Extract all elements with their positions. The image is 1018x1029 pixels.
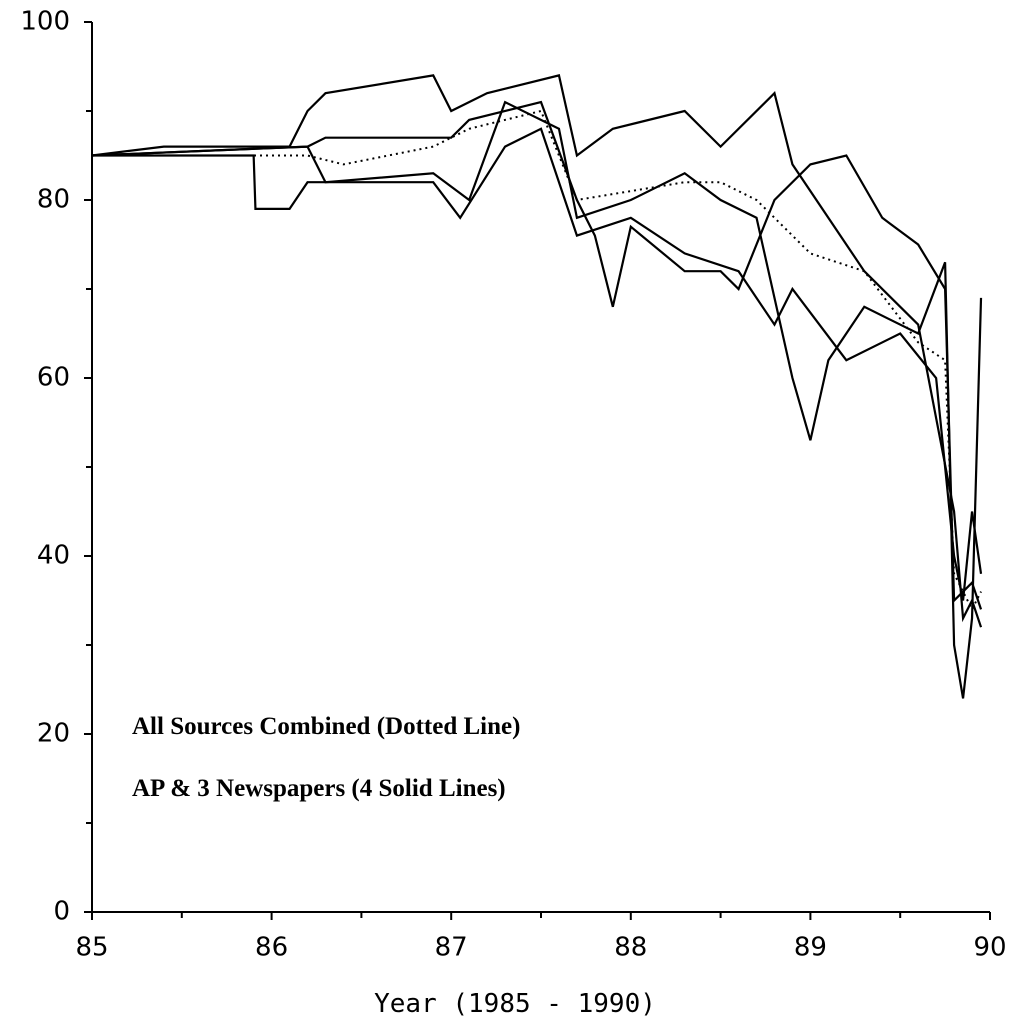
series-line [91, 100, 983, 699]
x-axis-label: Year (1985 - 1990) [374, 989, 656, 1019]
y-tick-label: 80 [37, 185, 70, 215]
y-tick-label: 20 [37, 719, 70, 749]
y-tick-label: 60 [37, 363, 70, 393]
y-tick-label: 0 [53, 897, 70, 927]
x-tick-label: 90 [973, 933, 1006, 963]
annotation: All Sources Combined (Dotted Line) [132, 713, 520, 740]
y-tick-label: 100 [20, 7, 70, 37]
x-tick-label: 85 [75, 933, 108, 963]
x-tick-label: 89 [794, 933, 827, 963]
x-tick-label: 88 [614, 933, 647, 963]
x-tick-label: 86 [255, 933, 288, 963]
annotation: AP & 3 Newspapers (4 Solid Lines) [132, 775, 506, 802]
series-line [91, 74, 983, 628]
x-tick-label: 87 [435, 933, 468, 963]
series-line [92, 127, 983, 601]
y-tick-label: 40 [37, 541, 70, 571]
series-line [91, 100, 983, 610]
